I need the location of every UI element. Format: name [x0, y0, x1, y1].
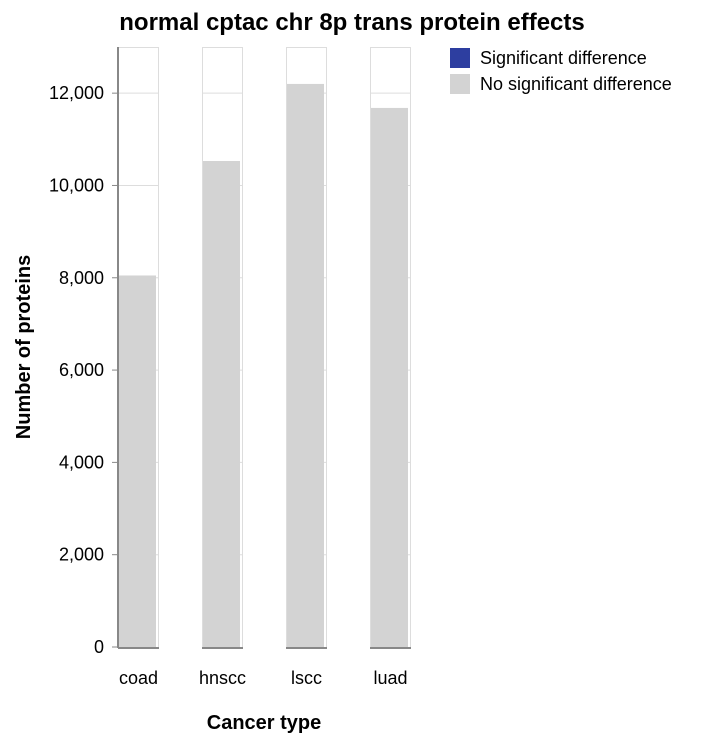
- y-tick-label: 2,000: [59, 545, 104, 565]
- y-axis-title: Number of proteins: [13, 255, 35, 439]
- y-axis: 0 2,000 4,000 6,000 8,000 10,000 12,000: [49, 47, 119, 657]
- y-tick-label: 0: [94, 637, 104, 657]
- facet-hnscc: hnscc: [199, 47, 246, 688]
- plot-area: coad hnscc lscc luad: [118, 47, 411, 688]
- legend-label-0: Significant difference: [480, 48, 647, 68]
- chart-title: normal cptac chr 8p trans protein effect…: [119, 9, 584, 36]
- y-tick-label: 10,000: [49, 175, 104, 195]
- x-tick-label-luad: luad: [373, 668, 407, 688]
- facet-coad: coad: [118, 47, 159, 688]
- y-tick-label: 6,000: [59, 360, 104, 380]
- y-tick-label: 4,000: [59, 452, 104, 472]
- bar-lscc-series-1: [287, 83, 324, 647]
- y-tick-label: 12,000: [49, 83, 104, 103]
- bar-coad-series-1: [119, 275, 156, 647]
- x-tick-label-coad: coad: [119, 668, 158, 688]
- x-axis-title: Cancer type: [207, 712, 322, 734]
- facet-luad: luad: [370, 47, 411, 688]
- y-tick-label: 8,000: [59, 268, 104, 288]
- legend: Significant difference No significant dif…: [450, 48, 672, 94]
- legend-label-1: No significant difference: [480, 74, 672, 94]
- x-tick-label-hnscc: hnscc: [199, 668, 246, 688]
- bar-hnscc-series-1: [203, 161, 240, 647]
- x-tick-label-lscc: lscc: [291, 668, 322, 688]
- legend-swatch-0: [450, 48, 470, 68]
- bar-luad-series-1: [371, 107, 408, 647]
- legend-swatch-1: [450, 74, 470, 94]
- facet-lscc: lscc: [286, 47, 327, 688]
